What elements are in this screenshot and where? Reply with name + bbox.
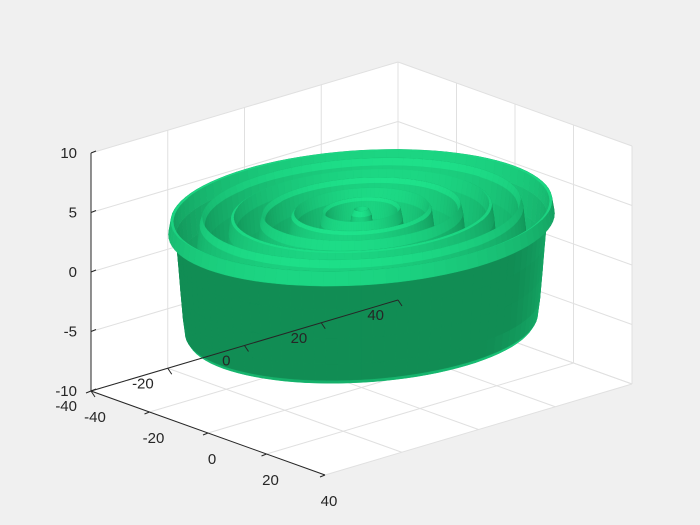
surface-patch: [361, 177, 369, 184]
surface-patch: [361, 211, 363, 218]
surface-patch: [421, 158, 433, 168]
surface-patch: [361, 197, 365, 202]
surface-patch: [351, 158, 363, 168]
grid-back-z: [397, 121, 633, 206]
surface-patch: [392, 157, 404, 167]
surface-patch: [342, 178, 350, 186]
surface-patch: [320, 161, 332, 171]
surface: [168, 149, 555, 384]
surface-patch: [386, 149, 400, 152]
surface-patch: [170, 216, 175, 222]
surface-patch: [329, 180, 338, 188]
surface-patch: [367, 177, 375, 184]
surface-patch: [372, 157, 384, 167]
surface-patch: [392, 177, 400, 185]
grid-floor-y: [167, 367, 402, 453]
surface-patch: [348, 178, 356, 185]
surface-patch: [380, 177, 388, 184]
surface-patch: [330, 159, 342, 170]
surface-patch: [335, 179, 344, 187]
grid-left-z: [90, 61, 399, 154]
grid-left-z: [90, 121, 399, 213]
surface-patch: [402, 157, 414, 167]
surface-patch: [440, 160, 451, 171]
surface-patch: [361, 157, 373, 167]
surface-patch: [382, 157, 394, 166]
surface-patch: [386, 177, 394, 184]
grid-back-z: [397, 61, 633, 147]
surface-patch: [358, 197, 362, 202]
surface-patch: [355, 177, 362, 185]
surface-patch: [374, 177, 382, 184]
surface-patch: [431, 159, 442, 169]
surface-patch: [340, 159, 352, 169]
surface-patch: [412, 158, 424, 168]
surface-patch: [170, 220, 174, 226]
